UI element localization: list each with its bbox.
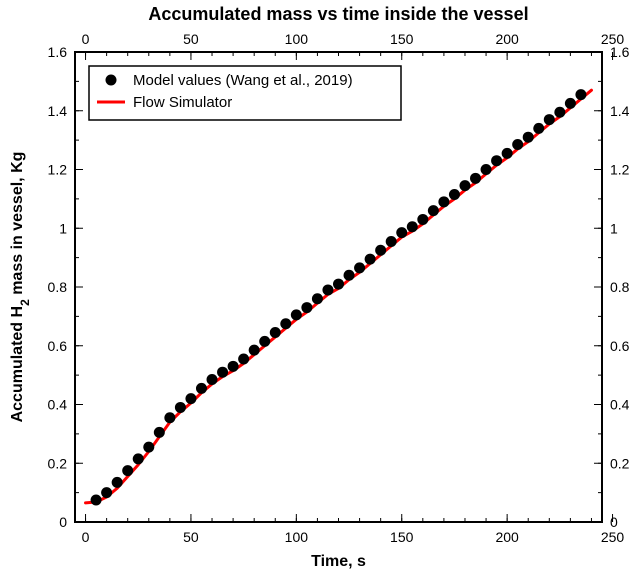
x-tick-label-top: 50 bbox=[183, 31, 199, 47]
y-tick-label: 1.4 bbox=[48, 103, 68, 119]
accumulated-mass-chart: 005050100100150150200200250250000.20.20.… bbox=[0, 0, 637, 577]
y-tick-label: 0 bbox=[59, 514, 67, 530]
x-tick-label-top: 200 bbox=[495, 31, 519, 47]
legend: Model values (Wang et al., 2019) Flow Sim… bbox=[89, 66, 401, 120]
x-tick-label: 200 bbox=[495, 529, 519, 545]
y-tick-label-right: 0.4 bbox=[610, 397, 630, 413]
y-tick-label: 0.6 bbox=[48, 338, 68, 354]
x-tick-label: 0 bbox=[82, 529, 90, 545]
y-tick-label-right: 1.6 bbox=[610, 44, 630, 60]
legend-label: Model values (Wang et al., 2019) bbox=[133, 72, 353, 89]
y-tick-label: 1.2 bbox=[48, 162, 68, 178]
x-tick-label: 50 bbox=[183, 529, 199, 545]
x-axis-label: Time, s bbox=[311, 553, 366, 570]
y-tick-label-right: 0 bbox=[610, 514, 618, 530]
y-tick-label-right: 1 bbox=[610, 220, 618, 236]
y-tick-label-right: 0.2 bbox=[610, 455, 630, 471]
x-tick-label-top: 150 bbox=[390, 31, 414, 47]
y-tick-label-right: 0.6 bbox=[610, 338, 630, 354]
y-tick-label-right: 0.8 bbox=[610, 279, 630, 295]
chart-title: Accumulated mass vs time inside the vess… bbox=[148, 4, 528, 24]
y-tick-label: 1.6 bbox=[48, 44, 68, 60]
y-tick-label: 0.8 bbox=[48, 279, 68, 295]
y-tick-label: 0.2 bbox=[48, 455, 68, 471]
legend-label: Flow Simulator bbox=[133, 94, 232, 111]
x-tick-label: 250 bbox=[601, 529, 625, 545]
x-tick-label-top: 100 bbox=[285, 31, 309, 47]
x-tick-label: 150 bbox=[390, 529, 414, 545]
x-tick-label: 100 bbox=[285, 529, 309, 545]
y-tick-label-right: 1.2 bbox=[610, 162, 630, 178]
y-tick-label-right: 1.4 bbox=[610, 103, 630, 119]
y-tick-label: 1 bbox=[59, 220, 67, 236]
y-tick-label: 0.4 bbox=[48, 397, 68, 413]
x-tick-label-top: 0 bbox=[82, 31, 90, 47]
legend-marker-icon bbox=[106, 75, 117, 86]
